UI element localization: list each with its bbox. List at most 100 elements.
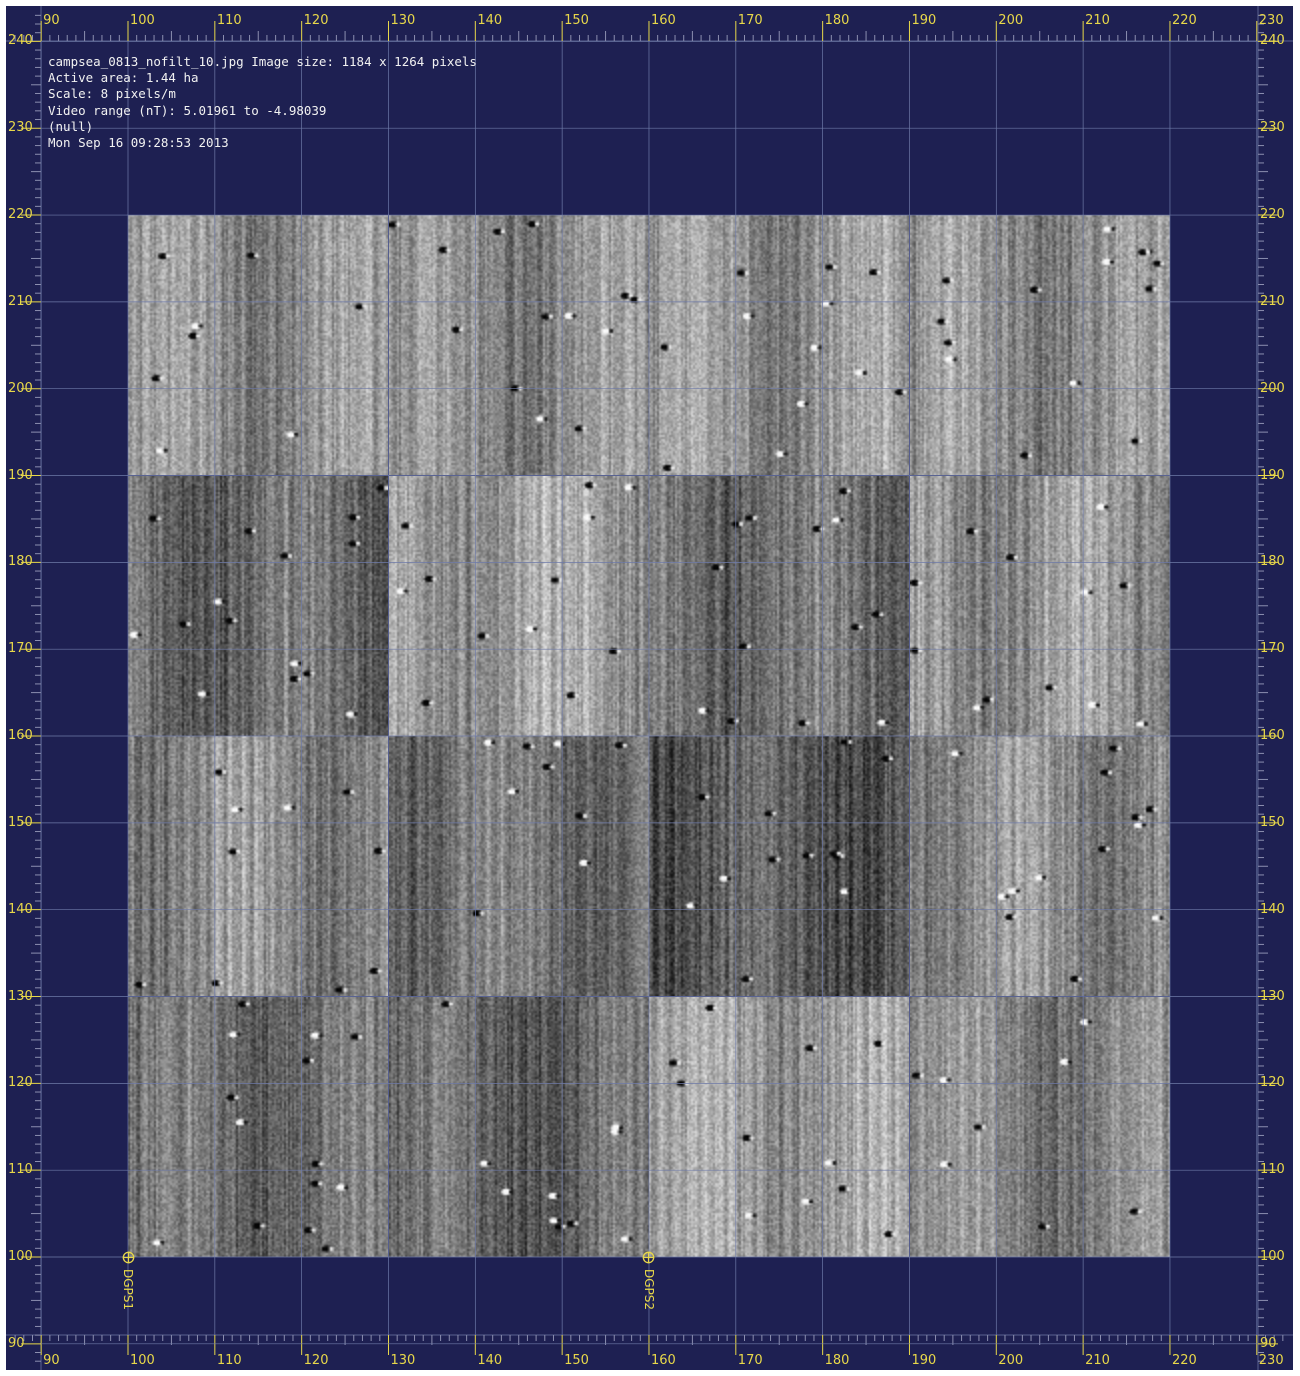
info-range: Video range (nT): 5.01961 to -4.98039 (48, 102, 327, 118)
x-tick-label-bottom: 100 (130, 1353, 155, 1368)
tile-r2-c1[interactable] (128, 475, 388, 736)
info-panel: campsea_0813_nofilt_10.jpg Image size: 1… (48, 54, 477, 151)
info-filename: campsea_0813_nofilt_10.jpg Image size: 1… (48, 54, 477, 69)
x-tick-label-bottom: 200 (998, 1353, 1024, 1368)
y-tick-label-right: 110 (1260, 1162, 1285, 1178)
x-tick-label-bottom: 160 (650, 1353, 676, 1368)
x-tick-label-top: 190 (911, 13, 937, 28)
x-tick-label-bottom: 170 (737, 1353, 763, 1368)
tile-r4-c3[interactable] (649, 996, 909, 1257)
tile-r3-c1[interactable] (128, 736, 388, 996)
y-tick-label-left: 240 (8, 33, 33, 49)
tile-canvas (649, 996, 909, 1257)
tile-r4-c4[interactable] (909, 996, 1170, 1257)
y-tick-label-left: 180 (8, 554, 33, 570)
tile-r1-c2[interactable] (388, 215, 649, 475)
tile-canvas (128, 475, 388, 736)
x-tick-label-top: 100 (130, 13, 155, 28)
x-tick-label-top: 210 (1085, 13, 1110, 28)
tile-canvas (649, 215, 909, 475)
x-tick-label-bottom: 210 (1085, 1353, 1110, 1368)
tile-r2-c2[interactable] (388, 475, 649, 736)
tile-r3-c4[interactable] (909, 736, 1170, 996)
y-tick-label-right: 170 (1260, 641, 1285, 657)
y-tick-label-left: 220 (8, 207, 33, 223)
x-tick-label-top: 220 (1171, 13, 1197, 28)
tile-canvas (128, 996, 388, 1257)
x-tick-label-bottom: 190 (911, 1353, 937, 1368)
tile-r1-c1[interactable] (128, 215, 388, 475)
tile-r1-c4[interactable] (909, 215, 1170, 475)
y-tick-label-left: 130 (8, 988, 33, 1004)
y-tick-label-right: 100 (1260, 1249, 1285, 1264)
x-tick-label-top: 170 (737, 13, 763, 28)
x-tick-label-bottom: 140 (477, 1353, 503, 1368)
y-tick-label-right: 240 (1260, 33, 1285, 49)
x-tick-label-bottom: 110 (216, 1353, 242, 1368)
info-null: (null) (48, 118, 94, 134)
tile-canvas (388, 215, 649, 475)
x-tick-label-top: 230 (1258, 13, 1284, 28)
tile-r2-c3[interactable] (649, 475, 909, 736)
tile-canvas (388, 736, 649, 996)
x-tick-label-top: 110 (216, 13, 242, 28)
x-tick-label-bottom: 230 (1258, 1353, 1284, 1368)
y-tick-label-left: 120 (8, 1075, 33, 1091)
x-tick-label-bottom: 150 (564, 1353, 589, 1368)
tile-canvas (128, 215, 388, 475)
tile-canvas (649, 475, 909, 736)
tile-canvas (649, 736, 909, 996)
y-tick-label-right: 130 (1260, 988, 1285, 1004)
y-tick-label-left: 210 (8, 293, 33, 309)
x-tick-label-bottom: 90 (43, 1353, 60, 1368)
info-date: Mon Sep 16 09:28:53 2013 (48, 135, 229, 151)
dgps1-marker-label: DGPS1 (121, 1269, 135, 1311)
x-tick-label-top: 180 (824, 13, 850, 28)
x-tick-label-top: 200 (998, 13, 1024, 28)
crosshair-icon[interactable] (122, 1251, 135, 1264)
tile-canvas (909, 475, 1170, 736)
y-tick-label-right: 150 (1260, 814, 1285, 830)
y-tick-label-right: 200 (1260, 380, 1285, 396)
tile-canvas (388, 475, 649, 736)
x-tick-label-bottom: 180 (824, 1353, 850, 1368)
tile-canvas (909, 215, 1170, 475)
survey-mosaic[interactable] (128, 215, 1170, 1257)
tile-canvas (909, 996, 1170, 1257)
y-tick-label-right: 230 (1260, 120, 1285, 136)
y-tick-label-right: 220 (1260, 207, 1285, 223)
y-tick-label-right: 120 (1260, 1075, 1285, 1091)
info-area: Active area: 1.44 ha (48, 70, 199, 86)
x-tick-label-top: 120 (303, 13, 329, 28)
y-tick-label-left: 150 (8, 814, 33, 830)
tile-r2-c4[interactable] (909, 475, 1170, 736)
y-tick-label-right: 210 (1260, 293, 1285, 309)
dgps2-marker-label: DGPS2 (641, 1269, 656, 1311)
y-tick-label-right: 160 (1260, 728, 1285, 744)
y-tick-label-right: 90 (1260, 1335, 1277, 1351)
y-tick-label-right: 140 (1260, 901, 1285, 917)
x-tick-label-top: 150 (564, 13, 589, 28)
y-tick-label-left: 100 (8, 1249, 33, 1264)
tile-canvas (909, 736, 1170, 996)
y-tick-label-left: 170 (8, 641, 33, 657)
crosshair-icon[interactable] (642, 1251, 655, 1264)
y-tick-label-left: 90 (8, 1335, 25, 1351)
x-tick-label-bottom: 130 (390, 1353, 416, 1368)
tile-canvas (388, 996, 649, 1257)
y-tick-label-left: 160 (8, 728, 33, 744)
y-tick-label-left: 190 (8, 467, 33, 483)
x-tick-label-top: 130 (390, 13, 416, 28)
y-tick-label-right: 190 (1260, 467, 1285, 483)
tile-r4-c2[interactable] (388, 996, 649, 1257)
tile-r4-c1[interactable] (128, 996, 388, 1257)
info-scale: Scale: 8 pixels/m (48, 86, 176, 102)
tile-r3-c3[interactable] (649, 736, 909, 996)
tile-r1-c3[interactable] (649, 215, 909, 475)
tile-r3-c2[interactable] (388, 736, 649, 996)
y-tick-label-left: 110 (8, 1162, 33, 1178)
x-tick-label-top: 140 (477, 13, 503, 28)
y-tick-label-left: 230 (8, 120, 33, 136)
